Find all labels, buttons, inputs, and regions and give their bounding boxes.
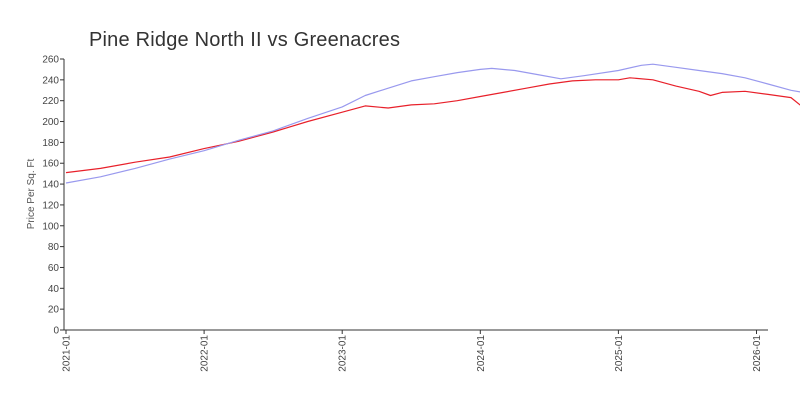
y-tick-label: 100 (42, 221, 59, 232)
y-axis-ticks: 0 20 40 60 80 100 120 140 160 180 200 220 240 260 (42, 55, 64, 337)
series-layer (65, 63, 800, 184)
y-tick-label: 40 (48, 284, 60, 295)
y-tick-label: 180 (42, 138, 59, 149)
y-tick-label: 240 (42, 75, 59, 86)
chart-title: Pine Ridge North II vs Greenacres (89, 29, 401, 52)
x-tick-label: 2022-01 (200, 335, 211, 372)
y-tick-label: 220 (42, 96, 59, 107)
y-tick-label: 0 (53, 326, 59, 337)
y-tick-label: 160 (42, 159, 59, 170)
y-tick-label: 140 (42, 180, 59, 191)
x-tick-label: 2025-01 (614, 335, 625, 372)
y-axis-title: Price Per Sq. Ft (26, 158, 37, 229)
y-tick-label: 200 (42, 117, 59, 128)
series-line-blue (65, 63, 800, 184)
x-tick-label: 2021-01 (62, 335, 73, 372)
y-tick-label: 260 (42, 55, 59, 66)
y-tick-label: 60 (48, 263, 60, 274)
y-tick-label: 120 (42, 200, 59, 211)
series-line-red (65, 77, 800, 174)
y-tick-label: 80 (48, 242, 60, 253)
x-tick-label: 2024-01 (476, 335, 487, 372)
x-tick-label: 2026-01 (752, 335, 763, 372)
y-tick-label: 20 (48, 305, 60, 316)
x-tick-label: 2023-01 (338, 335, 349, 372)
x-axis-ticks: 2021-01 2022-01 2023-01 2024-01 2025-01 2026-… (62, 330, 763, 372)
